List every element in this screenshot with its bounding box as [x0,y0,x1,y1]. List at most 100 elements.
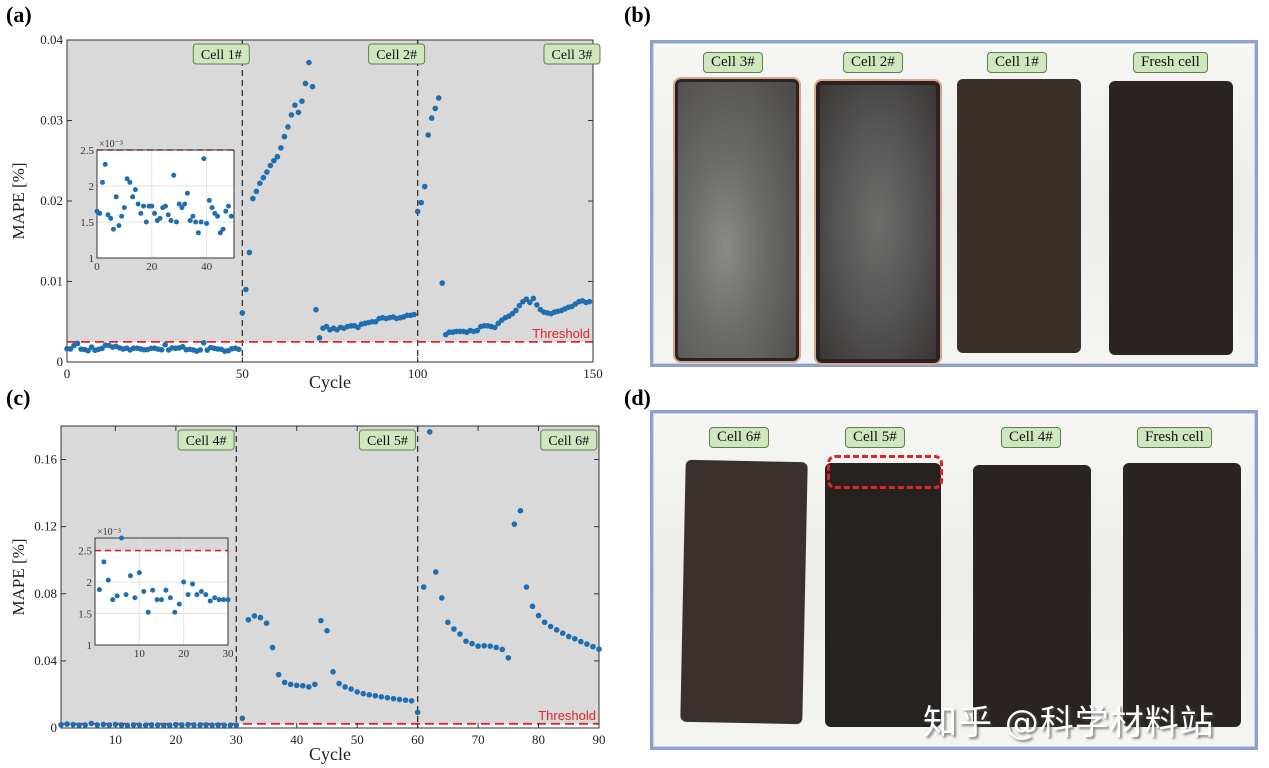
data-point [285,124,291,130]
data-point [418,199,424,206]
data-point [67,346,74,352]
data-point [274,153,281,160]
data-point [263,620,270,626]
inset-scale-label: ×10⁻³ [99,139,123,150]
data-point [191,722,197,728]
data-point [324,627,330,634]
data-point [354,689,361,695]
data-point [586,298,593,305]
data-point [534,302,540,308]
photo-panel-b: Cell 3# Cell 2# Cell 1# Fresh cell [650,40,1258,367]
inset-chart-c: 1 1.5 2 2.5 10 20 30 ×10⁻³ [78,527,234,660]
data-point [264,169,270,175]
y-tick-label: 0.02 [40,193,63,208]
data-point [414,709,421,716]
cell-tag-b-0: Cell 3# [703,52,763,73]
data-point [527,299,533,306]
data-point [316,335,323,341]
panel-label-a: (a) [6,2,32,27]
x-tick-label: 40 [290,732,303,747]
data-point [299,682,306,689]
y-tick-label: 0.04 [40,32,63,47]
data-point [302,80,309,87]
data-point [469,640,475,647]
data-point [197,722,203,728]
data-point [200,340,207,346]
data-point [559,630,566,637]
data-point [269,644,276,651]
chart-c: Threshold 0 0.04 0.08 0.12 0.16 10 20 30 40 50 60 70… [9,425,606,764]
y-tick-label: 0 [57,354,64,369]
data-point [457,631,463,637]
data-point [402,697,409,703]
battery-fresh-b [1109,81,1233,355]
data-point [318,617,324,624]
x-tick-label: 0 [64,366,71,381]
data-point [565,633,572,640]
data-point [221,722,228,728]
data-point [584,641,590,647]
data-point [278,145,284,151]
data-point [203,722,209,728]
data-point [58,722,64,728]
swelling-highlight-box [827,455,943,489]
data-point [293,682,300,689]
data-point [239,715,246,722]
data-point [408,698,415,704]
data-point [236,346,242,353]
data-point [82,722,88,728]
x-tick-label: 20 [169,732,182,747]
data-point [295,109,302,116]
x-tick-label: 100 [408,366,428,381]
battery-cell6 [680,459,808,725]
svg-text:2: 2 [89,181,95,193]
chart-a: Threshold 0 0.01 0.02 0.03 0.04 0 50 100 150 Cycle… [9,32,603,392]
data-point [233,722,240,728]
cell-tag-b-3: Fresh cell [1133,52,1208,73]
battery-cell1 [957,79,1081,353]
y-tick-label: 0.01 [40,274,63,289]
svg-text:1: 1 [89,253,95,265]
data-point [260,174,267,181]
battery-cell4 [973,465,1091,727]
inset-scale-label: ×10⁻³ [97,527,121,538]
y-tick-label: 0 [51,720,58,735]
data-point [505,655,512,661]
data-point [414,208,421,215]
x-tick-label: 30 [230,732,243,747]
data-point [372,692,379,699]
data-point [435,95,442,101]
svg-text:Cell 1#: Cell 1# [201,48,242,63]
data-point [112,721,119,728]
data-point [197,347,204,353]
data-point [493,644,500,651]
y-axis-label: MAPE [%] [9,163,28,240]
cell-tag-b-1: Cell 2# [843,52,903,73]
cell-region-tag [543,43,601,65]
cell-tag-d-0: Cell 6# [709,427,769,448]
x-tick-label: 90 [593,732,606,747]
data-point [160,722,167,729]
data-point [306,59,312,66]
data-point [523,584,530,590]
data-point [299,98,305,104]
data-point [535,612,542,619]
data-point [162,341,168,348]
data-point [312,681,318,688]
x-tick-label: 60 [411,732,424,747]
data-point [118,722,125,728]
data-point [451,626,457,632]
battery-cell2 [816,81,940,363]
svg-text:Cell 4#: Cell 4# [186,434,227,449]
data-point [209,722,215,728]
data-point [541,619,548,626]
data-point [572,635,578,642]
panel-label-d: (d) [624,385,651,410]
data-point [257,614,264,621]
cell-region-tag [177,429,235,451]
data-point [596,646,602,652]
data-point [411,311,417,318]
svg-text:Cell 3#: Cell 3# [552,48,593,63]
data-point [253,188,260,195]
